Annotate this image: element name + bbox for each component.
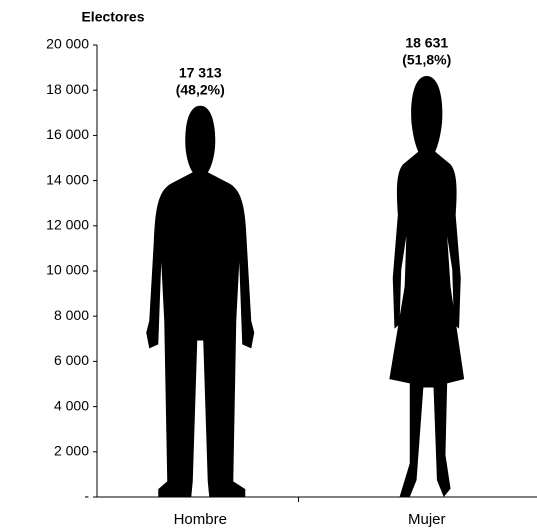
share-label: (48,2%) — [176, 81, 225, 97]
y-tick-label: 8 000 — [54, 307, 89, 323]
share-label: (51,8%) — [402, 52, 451, 68]
y-tick-label: 20 000 — [46, 36, 89, 52]
y-tick-label: 18 000 — [46, 81, 89, 97]
y-tick-label: 12 000 — [46, 217, 89, 233]
x-tick-label: Hombre — [174, 511, 227, 528]
value-label: 18 631 — [405, 35, 448, 51]
y-tick-label: 2 000 — [54, 443, 89, 459]
y-tick-label: 16 000 — [46, 126, 89, 142]
y-tick-label: 6 000 — [54, 352, 89, 368]
y-tick-label: 14 000 — [46, 171, 89, 187]
silhouette-bar — [389, 75, 465, 498]
y-axis-label: Electores — [81, 9, 144, 25]
y-tick-label: 10 000 — [46, 262, 89, 278]
y-tick-label: 4 000 — [54, 397, 89, 413]
value-label: 17 313 — [179, 64, 222, 80]
y-tick-label: - — [84, 488, 89, 504]
silhouette-bar — [146, 105, 255, 497]
x-tick-label: Mujer — [408, 511, 446, 528]
